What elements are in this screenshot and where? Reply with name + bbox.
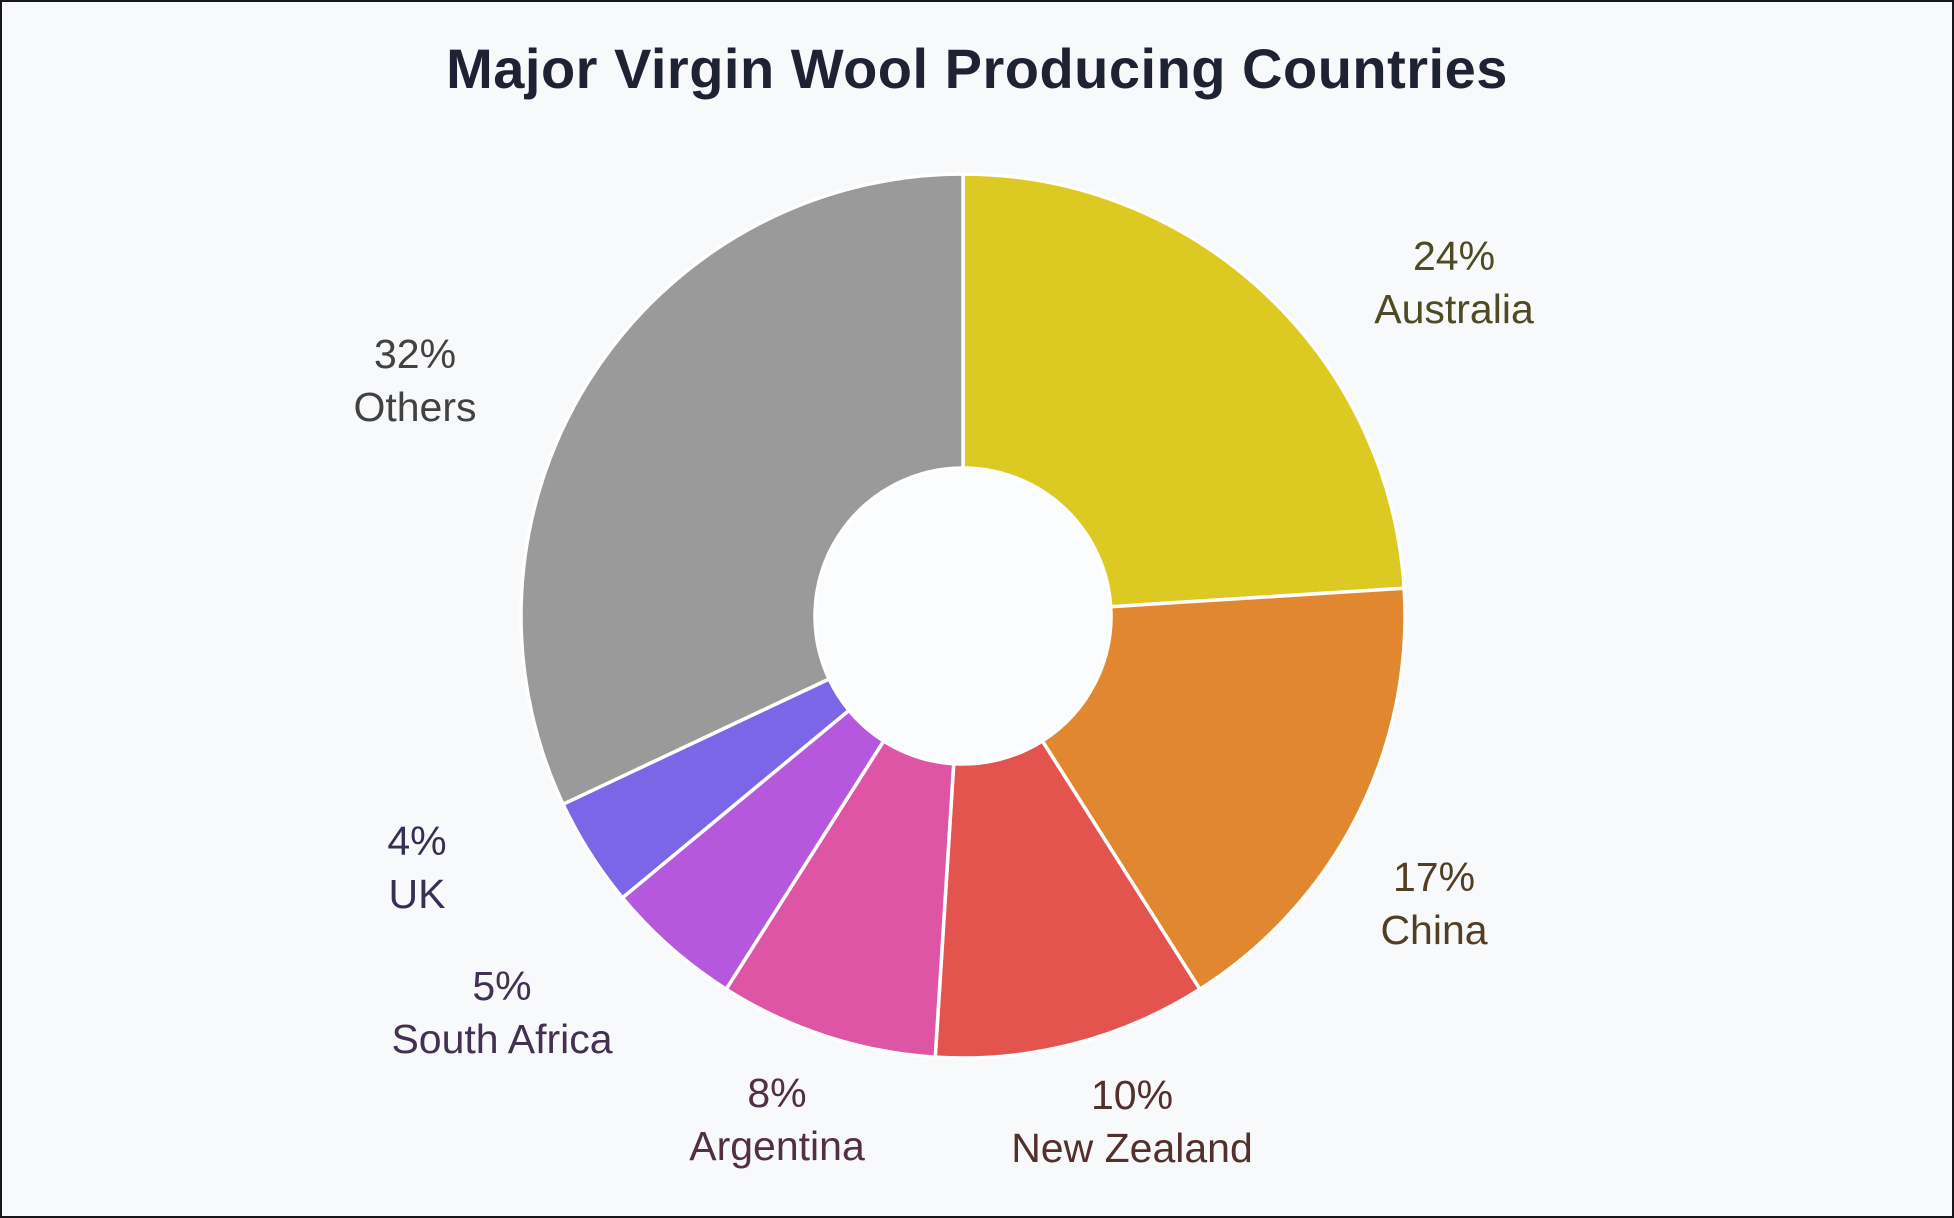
slice-label-category: Others	[353, 384, 476, 430]
slice-label-category: Argentina	[689, 1123, 865, 1169]
pie-slice-argentina[interactable]	[724, 739, 956, 1059]
slice-label-category: UK	[389, 871, 446, 917]
slice-label-category: Australia	[1374, 286, 1534, 332]
slice-label-value: 10%	[1091, 1072, 1173, 1118]
slice-label-value: 32%	[374, 331, 456, 377]
chart-title: Major Virgin Wool Producing Countries	[446, 37, 1508, 100]
slice-label-new-zealand: 10% New Zealand	[1011, 1072, 1253, 1171]
donut-hole	[815, 468, 1111, 764]
slice-label-category: New Zealand	[1011, 1125, 1253, 1171]
slice-label-uk: 4% UK	[387, 818, 446, 917]
pie-slice-new-zealand[interactable]	[933, 739, 1202, 1060]
slice-label-others: 32% Others	[353, 331, 476, 430]
slice-label-value: 17%	[1393, 854, 1475, 900]
pie-slice-australia[interactable]	[961, 172, 1406, 609]
slice-label-argentina: 8% Argentina	[689, 1070, 865, 1169]
slice-label-south-africa: 5% South Africa	[391, 963, 612, 1062]
pie-slice-others[interactable]	[519, 172, 965, 806]
slice-label-category: China	[1380, 907, 1487, 953]
slice-label-value: 4%	[387, 818, 446, 864]
pie-slice-china[interactable]	[1040, 586, 1407, 991]
slice-label-china: 17% China	[1380, 854, 1487, 953]
slice-label-value: 8%	[747, 1070, 806, 1116]
slice-label-australia: 24% Australia	[1374, 233, 1534, 332]
slice-label-value: 24%	[1413, 233, 1495, 279]
slice-label-category: South Africa	[391, 1016, 612, 1062]
slice-label-value: 5%	[472, 963, 531, 1009]
